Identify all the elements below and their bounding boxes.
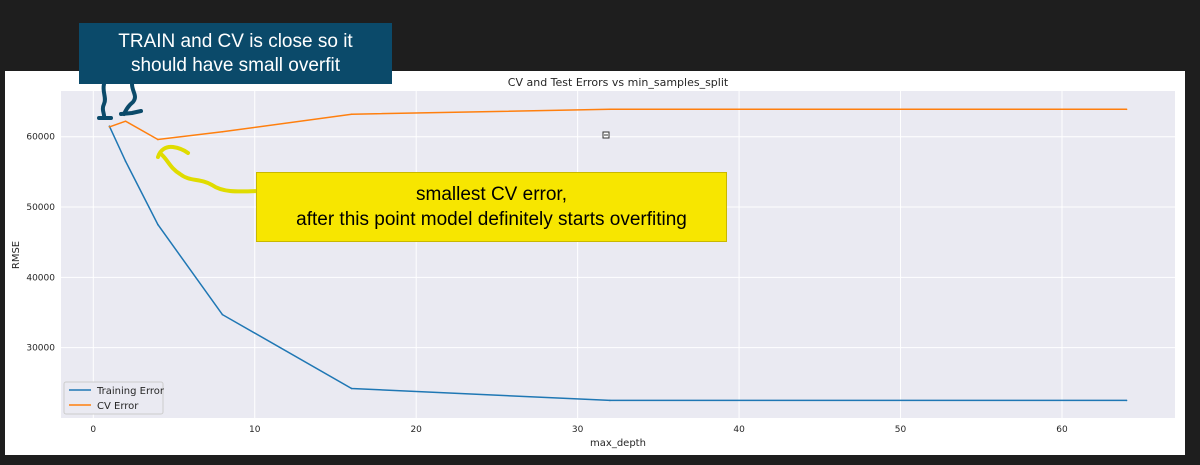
overfit-note-blue: TRAIN and CV is close so it should have …: [79, 23, 392, 84]
x-axis-label: max_depth: [590, 438, 646, 449]
training-error-point: [1125, 399, 1128, 402]
y-tick-label: 40000: [26, 273, 55, 283]
x-tick-label: 20: [410, 425, 422, 435]
cv-error-point: [157, 138, 159, 141]
training-error-point: [609, 399, 611, 402]
training-error-point: [350, 387, 353, 390]
min-cv-note-yellow: smallest CV error, after this point mode…: [256, 172, 727, 242]
x-tick-label: 60: [1056, 425, 1068, 435]
min-cv-note-text: smallest CV error, after this point mode…: [296, 184, 687, 230]
cv-error-point: [609, 108, 611, 111]
grid: [61, 91, 1175, 418]
legend: Training Error CV Error: [63, 381, 165, 415]
cv-error-point: [108, 126, 111, 128]
cursor-icon: [602, 131, 610, 139]
y-tick-label: 30000: [26, 344, 55, 354]
x-tick-label: 10: [249, 425, 261, 435]
chart-title: CV and Test Errors vs min_samples_split: [508, 76, 729, 89]
x-tick-label: 50: [895, 425, 907, 435]
blue-arrow-scribble: [97, 82, 143, 120]
y-tick-label: 50000: [26, 203, 55, 213]
training-error-point: [157, 223, 159, 226]
cv-error-point: [350, 113, 353, 116]
cv-error-point: [124, 120, 127, 123]
y-axis-label: RMSE: [11, 241, 22, 269]
tick-labels: 0 10 20 30 40 50 60 30000 40000 50000 60000: [26, 133, 1068, 435]
y-tick-label: 60000: [26, 133, 55, 143]
x-tick-label: 0: [90, 425, 96, 435]
cv-error-point: [221, 130, 224, 133]
cv-error-point: [1125, 108, 1128, 111]
x-tick-label: 30: [572, 425, 584, 435]
training-error-point: [124, 160, 127, 163]
series-layer: [108, 108, 1128, 402]
training-error-point: [221, 313, 224, 316]
legend-label-cv: CV Error: [97, 401, 139, 412]
x-tick-label: 40: [733, 425, 745, 435]
overfit-note-text: TRAIN and CV is close so it should have …: [118, 30, 353, 76]
plot-area: [61, 91, 1175, 418]
yellow-arrow-scribble: [156, 144, 260, 194]
legend-label-training: Training Error: [96, 386, 165, 397]
